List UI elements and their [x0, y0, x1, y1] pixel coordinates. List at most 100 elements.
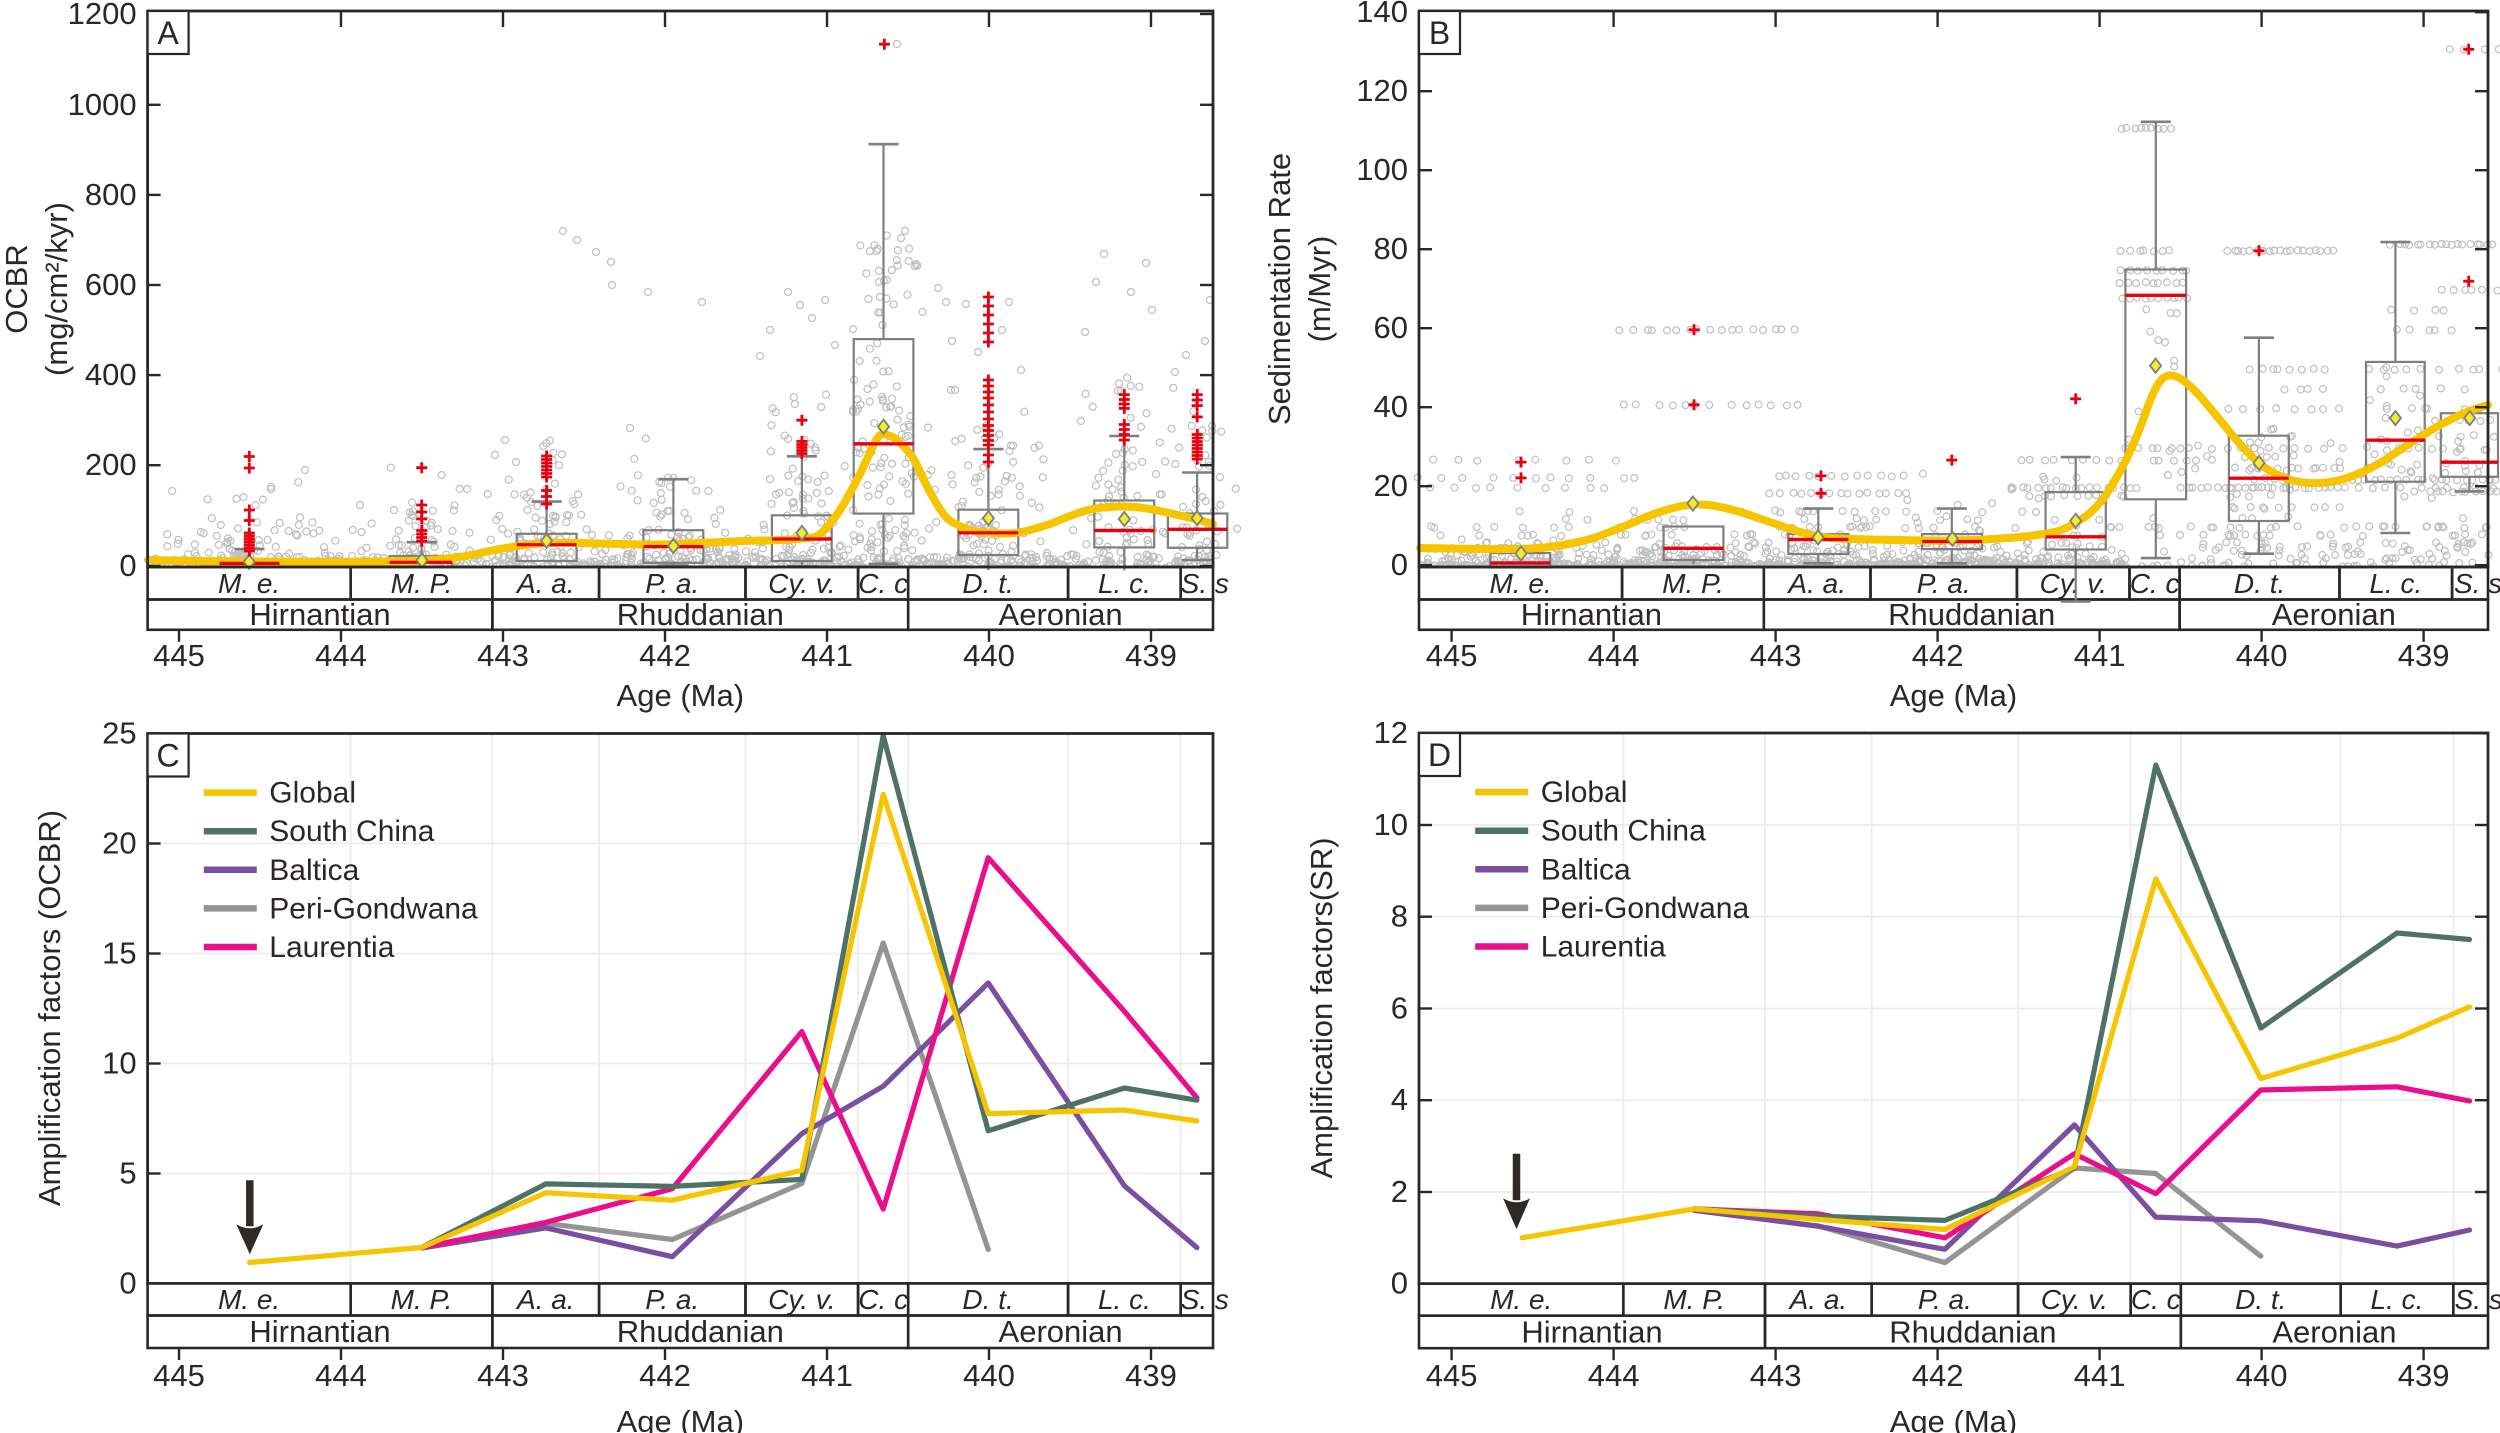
svg-text:444: 444: [1588, 1358, 1640, 1393]
svg-text:Rhuddanian: Rhuddanian: [1888, 597, 2055, 632]
svg-text:441: 441: [801, 638, 853, 673]
svg-text:Rhuddanian: Rhuddanian: [617, 597, 784, 632]
svg-text:C. c: C. c: [858, 568, 908, 599]
svg-text:441: 441: [801, 1358, 853, 1393]
svg-text:800: 800: [85, 177, 137, 212]
svg-text:0: 0: [119, 548, 136, 583]
svg-text:Cy. v.: Cy. v.: [2039, 568, 2106, 599]
svg-text:120: 120: [1356, 73, 1408, 108]
svg-text:Age (Ma): Age (Ma): [617, 678, 744, 713]
svg-text:A: A: [157, 15, 179, 51]
svg-text:D. t.: D. t.: [2235, 1284, 2286, 1315]
svg-text:Amplification factors(SR): Amplification factors(SR): [1304, 837, 1339, 1178]
svg-text:A. a.: A. a.: [1786, 568, 1846, 599]
svg-text:445: 445: [1426, 638, 1478, 673]
svg-text:445: 445: [153, 638, 205, 673]
svg-text:Cy. v.: Cy. v.: [768, 1284, 835, 1315]
svg-text:443: 443: [1750, 638, 1802, 673]
svg-text:C. c: C. c: [858, 1284, 908, 1315]
svg-text:L. c.: L. c.: [2369, 568, 2422, 599]
svg-text:440: 440: [963, 638, 1015, 673]
svg-text:Global: Global: [1541, 776, 1628, 809]
svg-text:S. s: S. s: [2454, 568, 2500, 599]
svg-text:140: 140: [1356, 0, 1408, 29]
svg-text:441: 441: [2074, 638, 2126, 673]
svg-text:(m/Myr): (m/Myr): [1302, 236, 1337, 343]
svg-text:2: 2: [1391, 1174, 1408, 1209]
svg-text:1200: 1200: [68, 0, 137, 31]
svg-text:0: 0: [119, 1266, 136, 1301]
svg-text:0: 0: [1391, 1266, 1408, 1301]
svg-text:600: 600: [85, 267, 137, 302]
svg-text:Cy. v.: Cy. v.: [2041, 1284, 2108, 1315]
svg-text:6: 6: [1391, 991, 1408, 1026]
svg-text:P. a.: P. a.: [645, 1284, 699, 1315]
svg-text:60: 60: [1374, 310, 1408, 345]
svg-text:D. t.: D. t.: [962, 568, 1013, 599]
svg-text:Aeronian: Aeronian: [2272, 1315, 2396, 1350]
svg-text:D. t.: D. t.: [2234, 568, 2285, 599]
svg-text:B: B: [1429, 15, 1450, 51]
svg-text:440: 440: [2236, 638, 2288, 673]
svg-text:S. s: S. s: [1181, 568, 1229, 599]
svg-text:M. e.: M. e.: [218, 1284, 280, 1315]
svg-text:Hirnantian: Hirnantian: [1521, 597, 1662, 632]
svg-text:L. c.: L. c.: [1098, 1284, 1151, 1315]
svg-text:Laurentia: Laurentia: [269, 931, 394, 964]
svg-text:M. e.: M. e.: [1490, 1284, 1552, 1315]
svg-text:L. c.: L. c.: [1098, 568, 1151, 599]
svg-text:445: 445: [153, 1358, 205, 1393]
svg-text:Baltica: Baltica: [1541, 853, 1631, 886]
svg-text:S. s: S. s: [1181, 1284, 1229, 1315]
svg-text:400: 400: [85, 357, 137, 392]
svg-text:80: 80: [1374, 231, 1408, 266]
svg-text:442: 442: [1912, 638, 1964, 673]
svg-text:Hirnantian: Hirnantian: [249, 1314, 390, 1349]
svg-text:Global: Global: [269, 777, 356, 810]
svg-text:443: 443: [1750, 1358, 1802, 1393]
svg-text:444: 444: [315, 1358, 367, 1393]
svg-text:40: 40: [1374, 389, 1408, 424]
svg-text:M. P.: M. P.: [391, 568, 453, 599]
svg-text:A. a.: A. a.: [515, 1284, 575, 1315]
svg-text:Laurentia: Laurentia: [1541, 931, 1666, 964]
svg-text:P. a.: P. a.: [1918, 1284, 1972, 1315]
svg-text:12: 12: [1374, 715, 1408, 750]
svg-text:4: 4: [1391, 1082, 1408, 1117]
svg-text:Peri-Gondwana: Peri-Gondwana: [269, 892, 478, 925]
svg-text:0: 0: [1391, 547, 1408, 582]
svg-text:20: 20: [102, 826, 136, 861]
svg-text:M. P.: M. P.: [391, 1284, 453, 1315]
svg-text:439: 439: [2398, 638, 2450, 673]
svg-text:Sedimentation Rate: Sedimentation Rate: [1262, 153, 1297, 425]
svg-text:Age (Ma): Age (Ma): [1890, 678, 2017, 713]
svg-text:Hirnantian: Hirnantian: [1521, 1315, 1662, 1350]
svg-text:S. s: S. s: [2455, 1284, 2500, 1315]
svg-text:443: 443: [477, 1358, 529, 1393]
svg-text:1000: 1000: [68, 87, 137, 122]
svg-text:442: 442: [1912, 1358, 1964, 1393]
svg-text:A. a.: A. a.: [1788, 1284, 1848, 1315]
svg-text:Aeronian: Aeronian: [999, 597, 1123, 632]
svg-text:Aeronian: Aeronian: [999, 1314, 1123, 1349]
svg-text:Age (Ma): Age (Ma): [1890, 1404, 2017, 1433]
svg-text:10: 10: [1374, 807, 1408, 842]
svg-text:8: 8: [1391, 899, 1408, 934]
svg-text:15: 15: [102, 936, 136, 971]
svg-text:20: 20: [1374, 468, 1408, 503]
svg-text:444: 444: [1588, 638, 1640, 673]
svg-text:South China: South China: [1541, 815, 1706, 848]
svg-text:M. e.: M. e.: [1489, 568, 1551, 599]
svg-text:443: 443: [477, 638, 529, 673]
svg-text:P. a.: P. a.: [645, 568, 699, 599]
svg-text:25: 25: [102, 716, 136, 751]
svg-text:441: 441: [2074, 1358, 2126, 1393]
svg-text:Hirnantian: Hirnantian: [249, 597, 390, 632]
svg-text:200: 200: [85, 447, 137, 482]
svg-text:100: 100: [1356, 152, 1408, 187]
svg-text:Aeronian: Aeronian: [2272, 597, 2396, 632]
svg-text:445: 445: [1426, 1358, 1478, 1393]
svg-text:L. c.: L. c.: [2371, 1284, 2424, 1315]
svg-text:440: 440: [2236, 1358, 2288, 1393]
svg-text:5: 5: [119, 1156, 136, 1191]
